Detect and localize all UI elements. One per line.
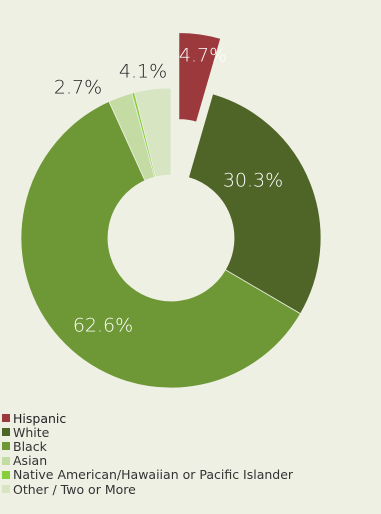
legend-item-white: White (2, 424, 293, 440)
chart-legend: Hispanic White Black Asian Native American/H… (2, 410, 294, 497)
donut-slice-black (20, 100, 301, 389)
donut-chart-svg: 4.7% 30.3% 62.6% 2.7% 4.1% (20, 32, 322, 389)
legend-item-asian: Asian (2, 453, 293, 469)
donut-slice-other-two-or-more (133, 87, 172, 178)
legend-swatch (2, 414, 10, 423)
slice-value-label-black: 62.6% (73, 315, 133, 337)
legend-label: White (13, 424, 50, 440)
legend-label: Asian (13, 453, 48, 469)
legend-item-hispanic: Hispanic (2, 410, 293, 426)
legend-item-black: Black (2, 438, 293, 454)
donut-chart: 4.7% 30.3% 62.6% 2.7% 4.1% (20, 32, 322, 389)
legend-swatch (2, 428, 10, 437)
legend-item-other-two-or-more: Other / Two or More (2, 481, 293, 497)
legend-label: Black (13, 438, 47, 454)
slice-value-label-white: 30.3% (223, 170, 283, 192)
slice-value-label-other-two-or-more: 4.1% (119, 61, 167, 83)
slice-value-label-hispanic: 4.7% (179, 45, 227, 67)
slice-value-label-asian: 2.7% (54, 77, 102, 99)
legend-swatch (2, 470, 10, 479)
donut-slice-hispanic (178, 32, 222, 123)
legend-label: Native American/Hawaiian or Pacific Isla… (13, 467, 294, 483)
legend-swatch (2, 442, 10, 451)
legend-label: Hispanic (13, 410, 67, 426)
legend-label: Other / Two or More (13, 481, 136, 497)
donut-slice-white (188, 93, 322, 315)
legend-swatch (2, 485, 10, 494)
legend-swatch (2, 456, 10, 465)
legend-item-native-american-hawaiian-or-pacific-islander: Native American/Hawaiian or Pacific Isla… (2, 467, 294, 483)
